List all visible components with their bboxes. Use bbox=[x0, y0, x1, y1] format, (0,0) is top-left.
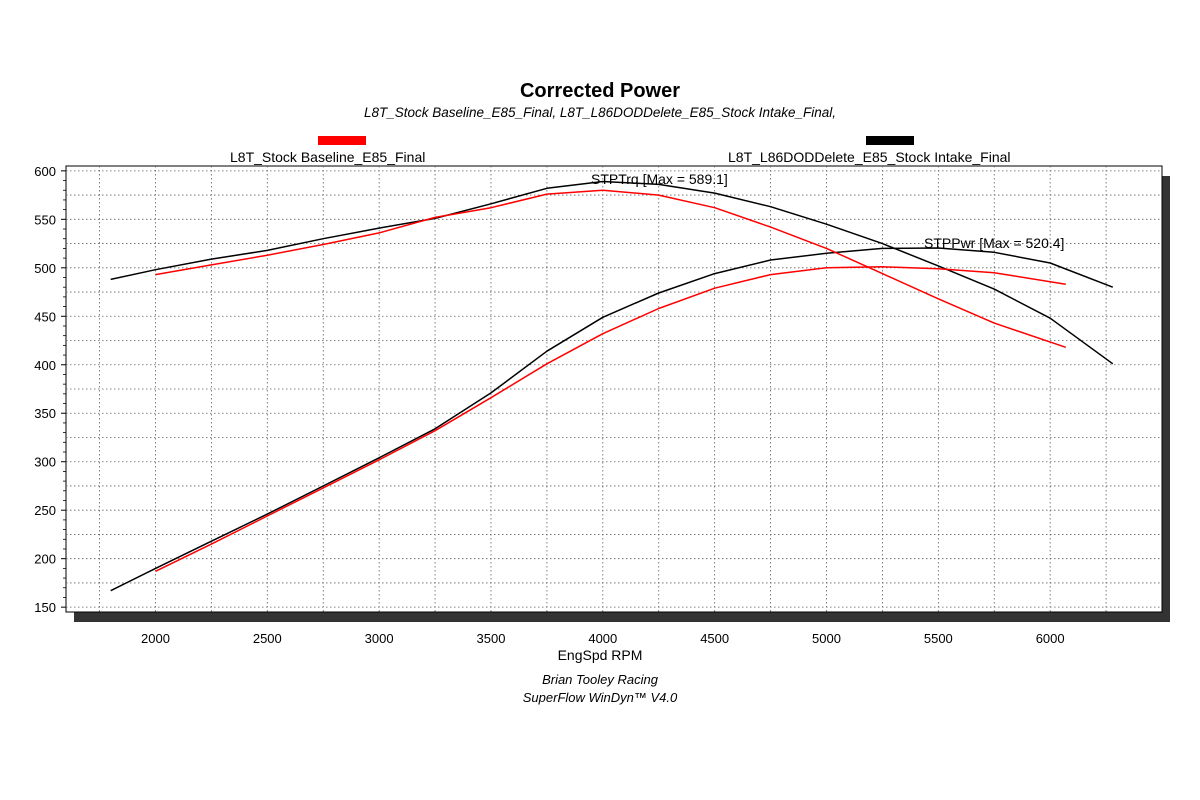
x-tick-label: 4000 bbox=[588, 631, 617, 646]
annotation-max-power: STPPwr [Max = 520.4] bbox=[924, 235, 1064, 251]
y-tick-label: 450 bbox=[34, 309, 56, 324]
y-tick-label: 400 bbox=[34, 358, 56, 373]
footer-company: Brian Tooley Racing bbox=[542, 672, 658, 687]
y-tick-label: 350 bbox=[34, 406, 56, 421]
series-line-2 bbox=[155, 189, 1067, 349]
y-tick-label: 600 bbox=[34, 164, 56, 179]
series-line-3 bbox=[155, 266, 1066, 572]
x-tick-label: 3500 bbox=[477, 631, 506, 646]
legend-swatch-dod-delete bbox=[866, 136, 914, 145]
y-tick-label: 150 bbox=[34, 600, 56, 615]
legend-label-stock-baseline: L8T_Stock Baseline_E85_Final bbox=[230, 149, 426, 165]
y-tick-label: 250 bbox=[34, 503, 56, 518]
annotation-max-torque: STPTrq [Max = 589.1] bbox=[591, 171, 728, 187]
legend-swatch-stock-baseline bbox=[318, 136, 366, 145]
x-tick-label: 2500 bbox=[253, 631, 282, 646]
series-line-0 bbox=[110, 180, 1114, 365]
footer-software: SuperFlow WinDyn™ V4.0 bbox=[522, 690, 678, 705]
x-tick-label: 6000 bbox=[1036, 631, 1065, 646]
y-tick-label: 500 bbox=[34, 261, 56, 276]
x-tick-label: 3000 bbox=[365, 631, 394, 646]
chart-title: Corrected Power bbox=[519, 80, 681, 102]
chart-subtitle: L8T_Stock Baseline_E85_Final, L8T_L86DOD… bbox=[363, 105, 837, 120]
y-tick-label: 200 bbox=[34, 552, 56, 567]
x-tick-label: 5000 bbox=[812, 631, 841, 646]
y-tick-label: 550 bbox=[34, 212, 56, 227]
x-tick-label: 5500 bbox=[924, 631, 953, 646]
x-axis-label: EngSpd RPM bbox=[557, 647, 643, 663]
x-tick-label: 4500 bbox=[700, 631, 729, 646]
x-tick-label: 2000 bbox=[141, 631, 170, 646]
series-line-1 bbox=[110, 247, 1114, 592]
y-tick-label: 300 bbox=[34, 455, 56, 470]
legend-label-dod-delete: L8T_L86DODDelete_E85_Stock Intake_Final bbox=[728, 149, 1011, 165]
